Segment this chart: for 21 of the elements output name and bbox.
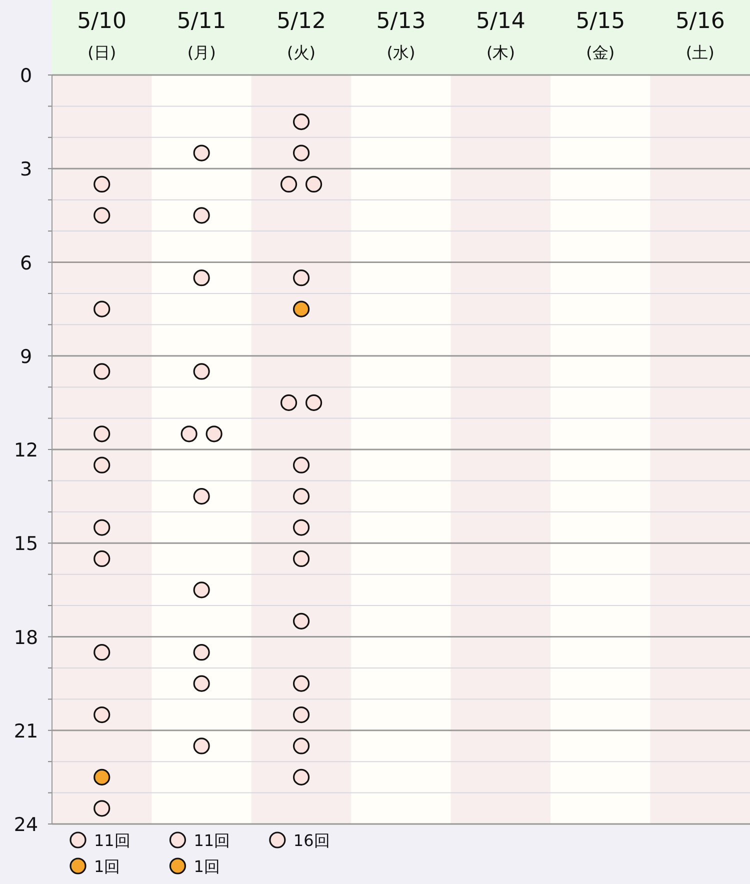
x-tick-label: 5/15 (金) [576,9,626,62]
x-tick-label: 5/16 (土) [675,9,725,62]
y-tick-label: 12 [14,440,38,462]
y-tick-label: 18 [14,626,38,649]
y-tick-label: 21 [14,720,38,742]
y-tick-label: 6 [20,252,32,274]
text: 1回 [194,857,220,876]
y-tick-label: 3 [20,158,32,181]
text: 11回 [94,831,130,850]
y-tick-label: 15 [14,533,38,556]
y-tick-label: 9 [20,346,32,368]
text: 11回 [194,831,230,850]
x-tick-label: 5/14 (木) [476,9,526,62]
y-tick-label: 0 [20,65,32,87]
x-tick-label: 5/10 (日) [77,9,127,62]
x-tick-label: 5/13 (水) [376,9,426,62]
text: 16回 [293,831,330,850]
y-tick-label: 24 [14,814,38,836]
text: 1回 [94,857,120,876]
x-tick-label: 5/11 (月) [176,9,226,62]
x-tick-label: 5/12 (火) [276,9,326,62]
